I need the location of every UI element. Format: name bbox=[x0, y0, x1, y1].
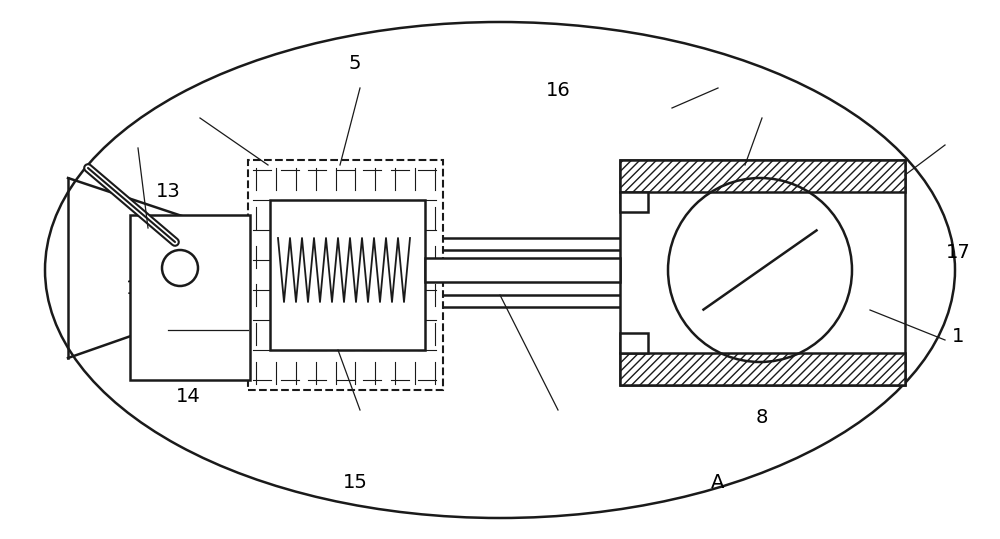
Text: 5: 5 bbox=[349, 54, 361, 73]
Text: 14: 14 bbox=[176, 386, 200, 406]
Text: 13: 13 bbox=[156, 182, 180, 201]
Text: 1: 1 bbox=[952, 327, 964, 347]
Bar bbox=[620, 333, 648, 353]
Text: 12: 12 bbox=[126, 279, 150, 298]
Text: 8: 8 bbox=[756, 408, 768, 427]
Bar bbox=[620, 160, 905, 192]
Bar bbox=[248, 160, 443, 390]
Bar bbox=[130, 215, 250, 380]
Text: 15: 15 bbox=[343, 473, 367, 492]
Text: 16: 16 bbox=[546, 81, 570, 100]
Bar bbox=[270, 200, 425, 350]
Text: 17: 17 bbox=[946, 243, 970, 262]
Bar bbox=[620, 160, 905, 385]
Bar bbox=[620, 353, 905, 385]
Bar bbox=[425, 258, 620, 282]
Bar bbox=[620, 192, 648, 212]
Text: A: A bbox=[711, 473, 725, 492]
